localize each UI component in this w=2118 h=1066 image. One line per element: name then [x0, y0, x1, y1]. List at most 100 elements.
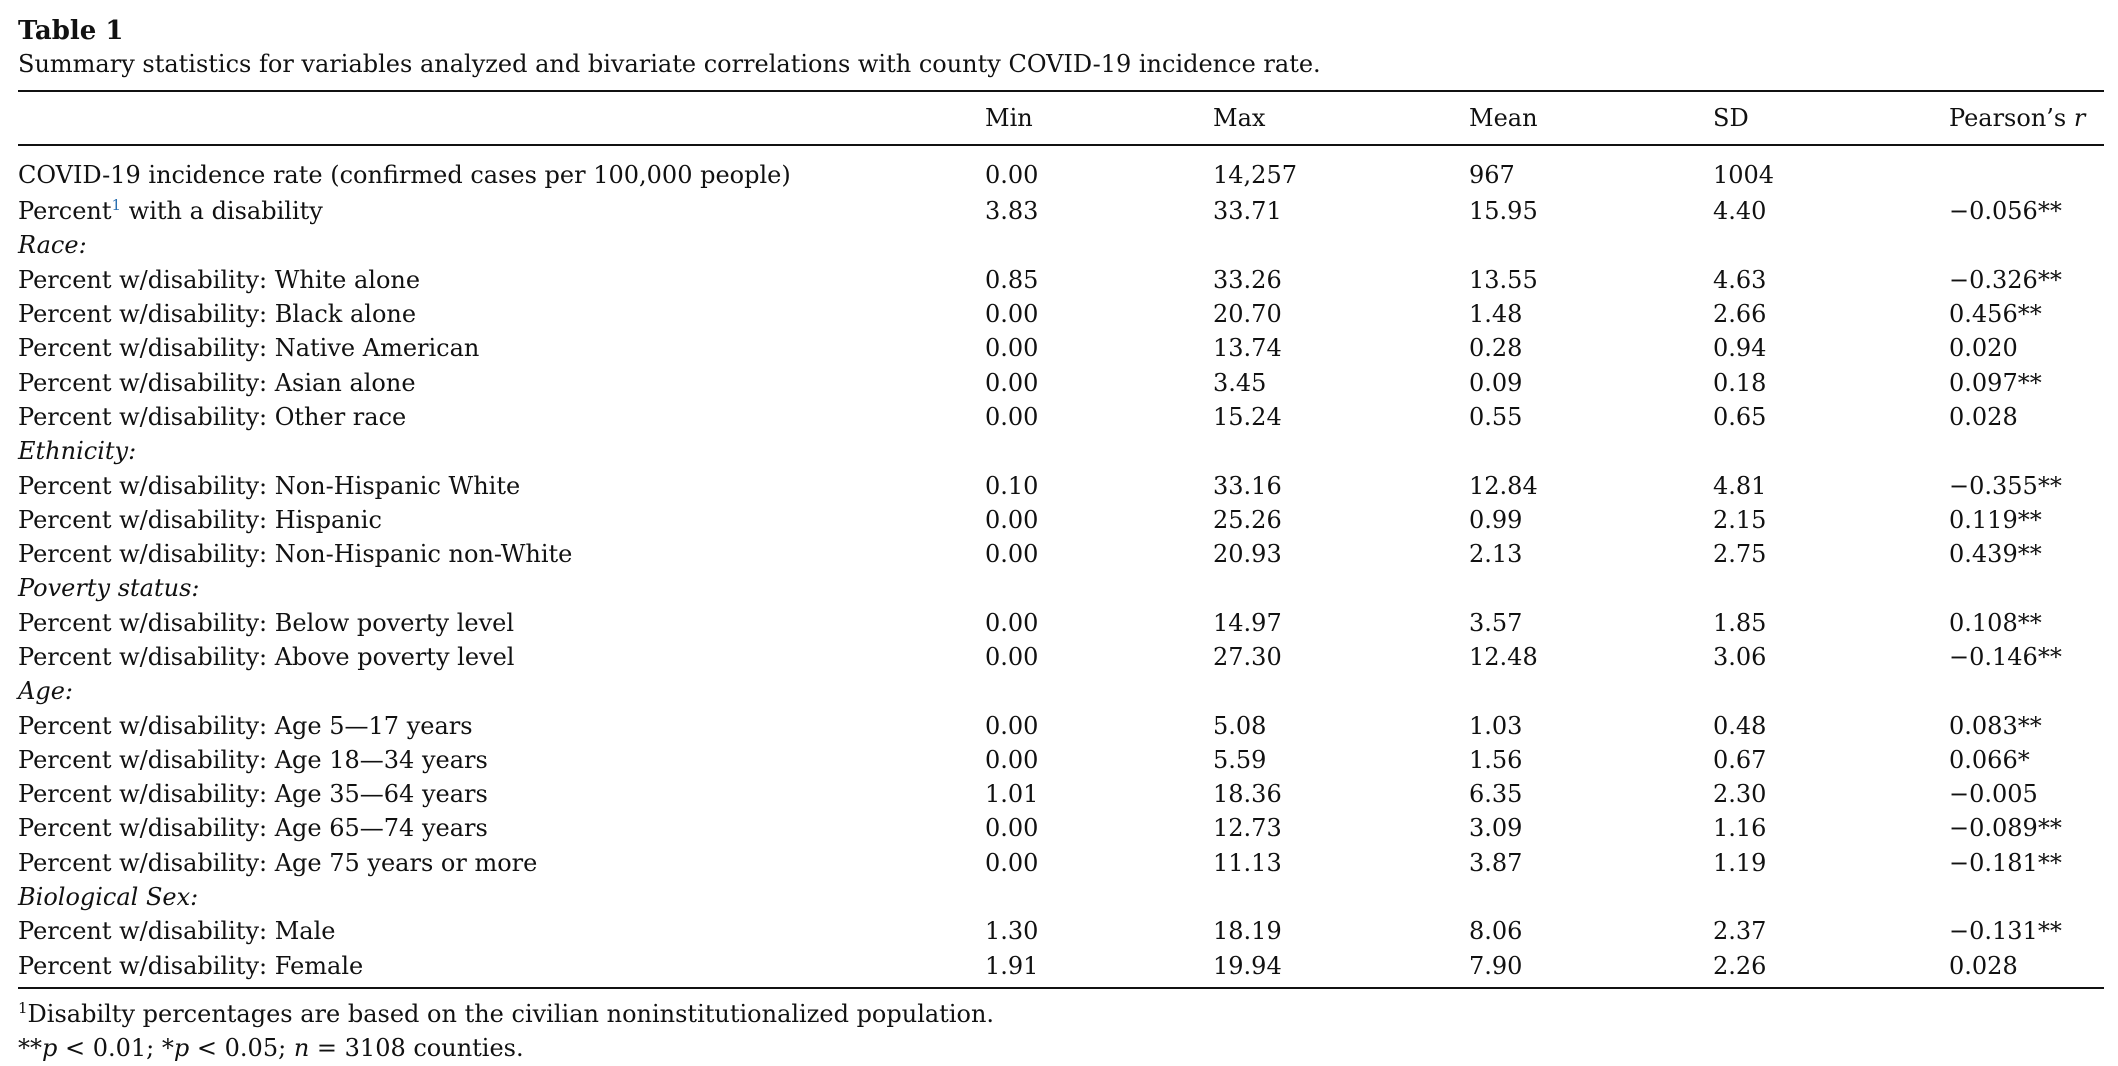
cell-r: −0.131**	[1949, 917, 2062, 946]
section-label: Ethnicity:	[18, 437, 137, 466]
footnote-2-p-symbol-2: p	[173, 1033, 190, 1062]
table-row: Percent w/disability: Male 1.30 18.19 8.06 2…	[18, 914, 2104, 948]
table-body: COVID-19 incidence rate (confirmed cases…	[18, 146, 2104, 987]
cell-sd: 0.48	[1713, 711, 1767, 740]
cell-min: 0.00	[985, 505, 1039, 534]
section-label: Biological Sex:	[18, 883, 199, 912]
row-label-text: with a disability	[121, 197, 323, 226]
cell-max: 20.93	[1213, 540, 1282, 569]
cell-r: 0.028	[1949, 402, 2018, 431]
table-footnotes: 1Disabilty percentages are based on the …	[18, 997, 2104, 1065]
cell-max: 14.97	[1213, 608, 1282, 637]
cell-min: 0.00	[985, 368, 1039, 397]
footnote-1: 1Disabilty percentages are based on the …	[18, 997, 2104, 1031]
section-label: Poverty status:	[18, 574, 200, 603]
cell-sd: 1004	[1713, 161, 1775, 189]
footnote-1-text: Disabilty percentages are based on the c…	[27, 999, 995, 1028]
cell-min: 0.00	[985, 848, 1039, 877]
header-row: Min Max Mean SD Pearson’s r	[18, 92, 2104, 144]
cell-mean: 13.55	[1469, 265, 1538, 294]
section-label: Race:	[18, 231, 87, 260]
cell-max: 3.45	[1213, 368, 1267, 397]
section-row: Poverty status:	[18, 571, 2104, 605]
cell-max: 33.16	[1213, 471, 1282, 500]
cell-min: 0.00	[985, 814, 1039, 843]
cell-min: 0.00	[985, 300, 1039, 329]
cell-min: 0.00	[985, 608, 1039, 637]
cell-mean: 1.56	[1469, 745, 1523, 774]
row-label: Percent w/disability: Asian alone	[18, 368, 416, 397]
cell-mean: 3.87	[1469, 848, 1523, 877]
cell-r: −0.005	[1949, 780, 2038, 809]
cell-sd: 0.94	[1713, 334, 1767, 363]
cell-sd: 2.75	[1713, 540, 1767, 569]
cell-min: 1.91	[985, 951, 1039, 980]
cell-max: 5.59	[1213, 745, 1267, 774]
cell-sd: 1.19	[1713, 848, 1767, 877]
table-title: Table 1	[18, 16, 124, 46]
cell-mean: 0.55	[1469, 402, 1523, 431]
cell-r	[1949, 146, 2104, 194]
cell-min: 0.10	[985, 471, 1039, 500]
cell-sd: 4.81	[1713, 471, 1767, 500]
cell-min: 1.01	[985, 780, 1039, 809]
cell-mean: 12.48	[1469, 643, 1538, 671]
cell-min: 0.00	[985, 711, 1039, 740]
table-top-rule	[18, 90, 2104, 92]
footnote-2-threshold-1: < 0.01; *	[57, 1033, 174, 1062]
row-label: Percent w/disability: Other race	[18, 402, 407, 431]
row-label: Percent w/disability: Non-Hispanic White	[18, 471, 521, 500]
footnote-2-sample-size: = 3108 counties.	[309, 1033, 524, 1062]
cell-r: 0.439**	[1949, 540, 2042, 569]
cell-max: 12.73	[1213, 814, 1282, 843]
table-row: Percent w/disability: Age 35—64 years 1.0…	[18, 777, 2104, 811]
cell-min: 0.00	[985, 402, 1039, 431]
cell-r: −0.326**	[1949, 265, 2062, 294]
cell-max: 19.94	[1213, 951, 1282, 980]
cell-max: 14,257	[1213, 161, 1297, 189]
cell-sd: 2.30	[1713, 780, 1767, 809]
cell-sd: 2.15	[1713, 505, 1767, 534]
cell-min: 0.00	[985, 334, 1039, 363]
cell-min: 1.30	[985, 917, 1039, 946]
footnote-link[interactable]: 1	[111, 196, 122, 215]
table-row: Percent w/disability: Black alone 0.00 20.…	[18, 297, 2104, 331]
footnote-2-n-symbol: n	[293, 1033, 310, 1062]
cell-mean: 967	[1469, 161, 1515, 189]
cell-sd: 1.85	[1713, 608, 1767, 637]
footnote-1-marker: 1	[18, 998, 28, 1017]
row-label: Percent w/disability: Age 35—64 years	[18, 780, 488, 809]
table-row: Percent w/disability: Female 1.91 19.94 7.9…	[18, 949, 2104, 987]
section-row: Age:	[18, 674, 2104, 708]
table-header-rule	[18, 144, 2104, 146]
table-header: Min Max Mean SD Pearson’s r	[18, 92, 2104, 146]
cell-r: 0.028	[1949, 951, 2018, 980]
table-row: Percent w/disability: Above poverty leve…	[18, 640, 2104, 674]
header-min: Min	[985, 104, 1033, 132]
row-label: Percent w/disability: Non-Hispanic non-W…	[18, 540, 573, 569]
cell-max: 25.26	[1213, 505, 1282, 534]
section-row: Biological Sex:	[18, 880, 2104, 914]
footnote-2: **p < 0.01; *p < 0.05; n = 3108 counties…	[18, 1031, 2104, 1065]
row-label: COVID-19 incidence rate (confirmed cases…	[18, 161, 791, 189]
cell-mean: 0.99	[1469, 505, 1523, 534]
cell-mean: 2.13	[1469, 540, 1523, 569]
row-label: Percent w/disability: Age 5—17 years	[18, 711, 473, 740]
cell-sd: 4.40	[1713, 197, 1767, 226]
cell-mean: 3.57	[1469, 608, 1523, 637]
cell-min: 0.00	[985, 540, 1039, 569]
table-bottom-rule	[18, 986, 2104, 989]
cell-r: 0.119**	[1949, 505, 2042, 534]
header-mean: Mean	[1469, 104, 1538, 132]
cell-max: 5.08	[1213, 711, 1267, 740]
cell-max: 20.70	[1213, 300, 1282, 329]
table-row: Percent w/disability: Age 5—17 years 0.00…	[18, 708, 2104, 742]
row-label: Percent w/disability: Age 65—74 years	[18, 814, 488, 843]
cell-mean: 15.95	[1469, 197, 1538, 226]
cell-r: −0.146**	[1949, 643, 2062, 671]
cell-mean: 12.84	[1469, 471, 1538, 500]
row-label: Percent w/disability: Male	[18, 917, 336, 946]
cell-sd: 0.67	[1713, 745, 1767, 774]
table-caption: Summary statistics for variables analyze…	[18, 50, 1321, 78]
cell-r: −0.181**	[1949, 848, 2062, 877]
